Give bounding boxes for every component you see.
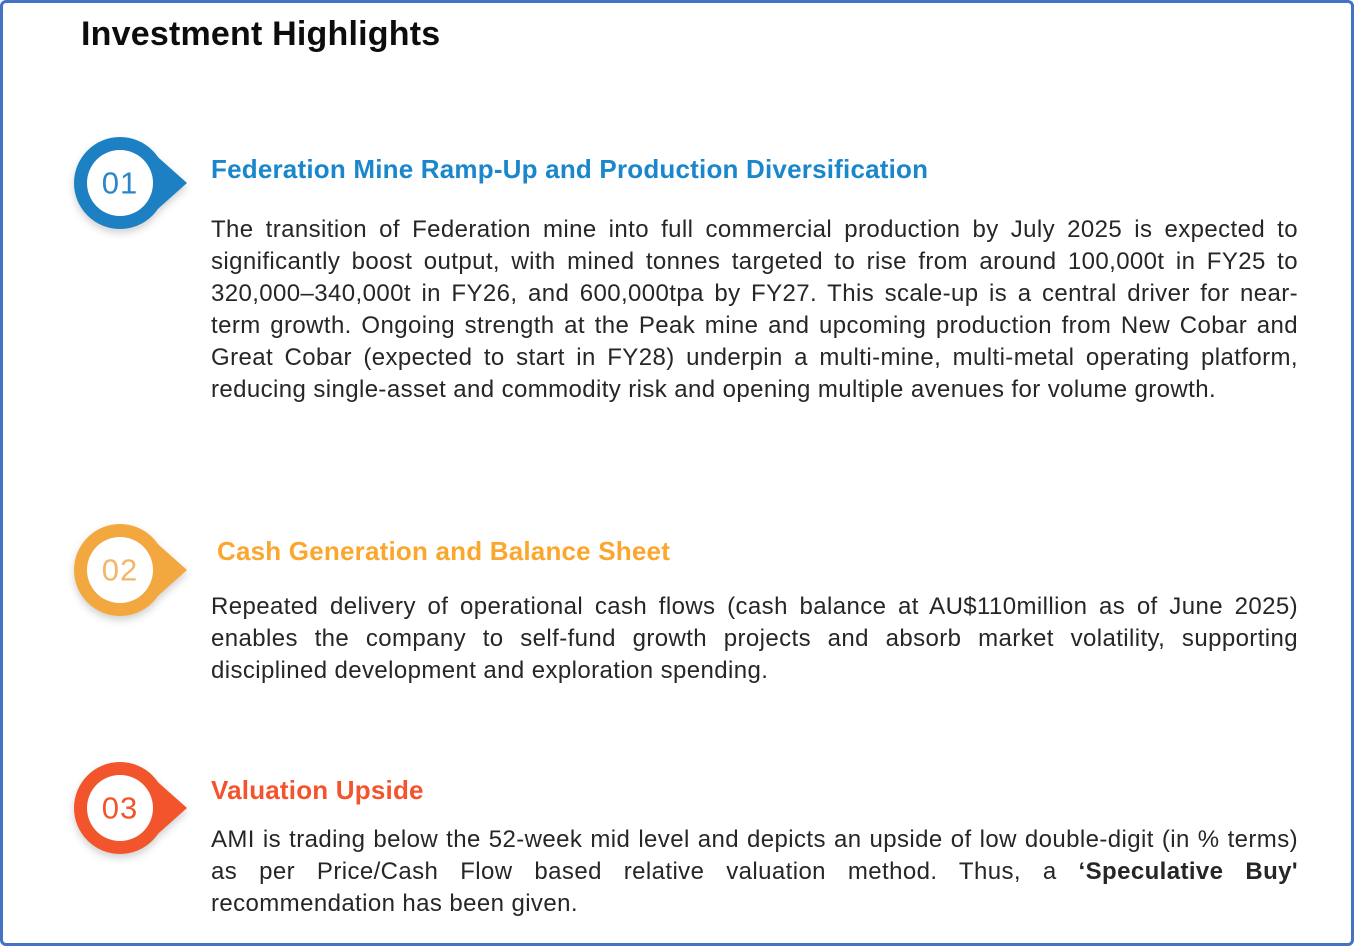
- section-heading: Cash Generation and Balance Sheet: [217, 536, 671, 566]
- section-federation-mine: 01 Federation Mine Ramp-Up and Productio…: [3, 135, 1351, 475]
- section-cash-generation: 02 Cash Generation and Balance Sheet Rep…: [3, 522, 1351, 687]
- numbered-pin-badge-01-icon: 01: [74, 137, 187, 229]
- badge-inner-circle: [87, 150, 153, 216]
- badge-number: 01: [102, 166, 138, 201]
- section-body-text: The transition of Federation mine into f…: [211, 216, 1298, 403]
- section-body-text: Repeated delivery of operational cash fl…: [211, 593, 1298, 684]
- body-text-segment: AMI is trading below the 52-week mid lev…: [211, 826, 1298, 885]
- badge-inner-circle: [87, 775, 153, 841]
- numbered-pin-badge-02-icon: 02: [74, 524, 187, 616]
- body-text-segment: recommendation has been given.: [211, 890, 578, 917]
- section-valuation-upside: 03 Valuation Upside AMI is trading below…: [3, 760, 1351, 925]
- badge-number: 03: [102, 791, 138, 826]
- page-title: Investment Highlights: [81, 15, 441, 53]
- section-body-text: AMI is trading below the 52-week mid lev…: [211, 824, 1298, 920]
- badge-number: 02: [102, 553, 138, 588]
- section-heading: Federation Mine Ramp-Up and Production D…: [211, 154, 929, 184]
- numbered-pin-badge-03-icon: 03: [74, 762, 187, 854]
- speculative-buy-recommendation: ‘Speculative Buy': [1078, 858, 1298, 885]
- section-heading: Valuation Upside: [211, 775, 424, 805]
- badge-inner-circle: [87, 537, 153, 603]
